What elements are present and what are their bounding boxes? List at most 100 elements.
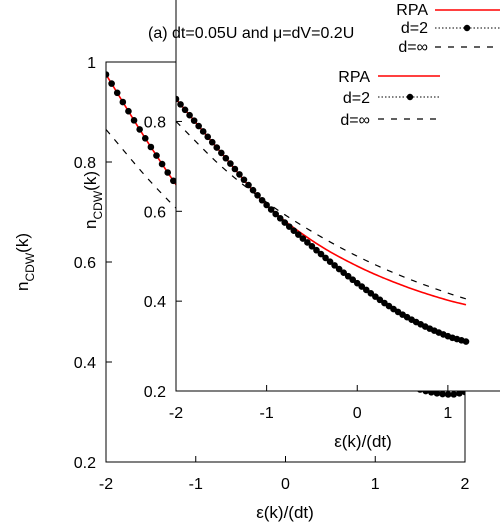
outer-d2-data-point <box>125 107 132 115</box>
inset-d2-data-point <box>186 111 193 119</box>
inset-d2-data-point <box>254 192 261 199</box>
outer-x-tick-label: -1 <box>189 476 203 493</box>
outer-y-tick-label: 0.6 <box>74 255 96 272</box>
inset-d2-data-point <box>240 176 248 184</box>
inset-x-tick-label: -2 <box>169 405 183 422</box>
inset-d2-data-point <box>317 250 325 258</box>
inset-series-layer <box>176 95 470 345</box>
outer-d2-data-point <box>450 391 458 398</box>
outer-x-tick-label: 0 <box>281 476 290 493</box>
inset-d2-data-point <box>249 186 257 194</box>
inset-d2-data-point <box>295 231 302 238</box>
outer-d2-data-point <box>439 390 446 398</box>
outer-legend-label-dinf: d=∞ <box>398 39 428 56</box>
inset-panel: -2 -1 0 1 0.2 0.4 0.6 0.8 ε(k)/(dt) nCDW(k) <box>81 0 500 451</box>
inset-d2-data-point <box>258 196 266 204</box>
inset-d2-data-point <box>344 272 352 280</box>
outer-chart-title: (a) dt=0.05U and μ=dV=0.2U <box>148 25 354 42</box>
inset-y-tick-label: 0.6 <box>144 204 166 221</box>
inset-d2-data-point <box>304 239 311 246</box>
inset-tick-layer: -2 -1 0 1 0.2 0.4 0.6 0.8 <box>144 114 453 422</box>
inset-d2-data-point <box>231 165 239 173</box>
inset-legend-marker-d2 <box>406 93 414 101</box>
outer-y-tick-label: 1 <box>87 55 96 72</box>
outer-y-tick-label: 0.4 <box>74 355 96 372</box>
inset-d2-data-point <box>349 276 357 284</box>
inset-d2-data-point <box>290 227 298 234</box>
inset-d2-data-point <box>308 243 316 250</box>
outer-d2-data-point <box>170 177 177 185</box>
inset-d2-data-point <box>331 262 338 269</box>
outer-d2-data-point <box>158 160 166 168</box>
inset-d2-data-point <box>227 160 234 167</box>
inset-d2-data-point <box>245 181 252 189</box>
inset-y-tick-label: 0.4 <box>144 294 166 311</box>
inset-d2-data-point <box>204 133 212 141</box>
inset-d2-data-point <box>218 149 225 157</box>
outer-d2-data-point <box>136 126 143 133</box>
outer-d2-data-point <box>141 135 149 142</box>
inset-d2-data-point <box>267 206 275 213</box>
inset-d2-data-point <box>326 258 334 265</box>
inset-legend-label-rpa: RPA <box>338 69 370 86</box>
outer-d2-data-point <box>130 117 138 124</box>
inset-d2-data-point <box>208 138 216 146</box>
outer-tick-layer: -2 -1 0 1 2 0.2 0.4 0.6 0.8 1 <box>74 55 470 493</box>
inset-d2-data-point <box>367 290 375 297</box>
inset-d2-data-point <box>263 201 270 209</box>
outer-x-tick-label: -2 <box>99 476 113 493</box>
inset-y-axis-label: nCDW(k) <box>81 171 105 229</box>
outer-d2-data-point <box>444 391 452 398</box>
outer-x-axis-label: ε(k)/(dt) <box>256 503 314 522</box>
inset-d2-data-point <box>335 265 343 273</box>
inset-d2-data-point <box>222 154 230 162</box>
inset-legend-label-d2: d=2 <box>343 90 370 107</box>
inset-d2-data-point <box>181 106 189 114</box>
outer-legend-marker-d2 <box>463 24 471 32</box>
outer-d2-data-point <box>153 152 160 159</box>
inset-x-tick-label: 0 <box>353 405 362 422</box>
outer-legend-label-d2: d=2 <box>401 20 428 37</box>
outer-x-tick-label: 2 <box>461 476 470 493</box>
inset-x-axis-label: ε(k)/(dt) <box>334 432 392 451</box>
inset-d2-data-point <box>176 95 180 103</box>
inset-series-line-dinf <box>176 121 467 300</box>
outer-d2-data-point <box>106 71 110 78</box>
outer-d2-data-point <box>164 169 171 176</box>
outer-d2-data-point <box>456 389 463 397</box>
inset-d2-data-point <box>340 269 347 276</box>
inset-legend: RPA d=2 d=∞ <box>338 69 440 129</box>
outer-d2-data-point <box>147 143 155 151</box>
inset-background <box>176 0 500 391</box>
outer-y-axis-label: nCDW(k) <box>13 233 37 291</box>
outer-x-tick-label: 1 <box>371 476 380 493</box>
inset-d2-data-point <box>177 101 184 108</box>
inset-d2-data-point <box>363 286 370 294</box>
inset-d2-data-point <box>213 144 221 151</box>
inset-d2-data-point <box>353 279 361 287</box>
inset-x-tick-label: -1 <box>260 405 274 422</box>
outer-d2-data-point <box>119 98 127 106</box>
inset-y-tick-label: 0.2 <box>144 384 166 401</box>
inset-d2-data-point <box>190 117 198 124</box>
inset-d2-data-point <box>322 254 329 262</box>
inset-d2-data-point <box>313 246 320 254</box>
inset-d2-data-point <box>281 219 289 226</box>
inset-d2-data-point <box>236 171 243 178</box>
inset-legend-label-dinf: d=∞ <box>340 112 370 129</box>
inset-d2-data-point <box>285 223 293 230</box>
inset-d2-data-point <box>358 283 366 290</box>
outer-d2-data-point <box>113 89 121 97</box>
inset-x-tick-label: 1 <box>443 405 452 422</box>
inset-d2-data-point <box>199 128 207 135</box>
outer-d2-data-point <box>108 80 115 87</box>
inset-d2-data-point <box>272 210 279 218</box>
outer-legend: RPA d=2 d=∞ <box>396 2 500 56</box>
outer-legend-label-rpa: RPA <box>396 2 428 19</box>
inset-d2-data-point <box>276 215 284 222</box>
inset-d2-data-point <box>462 338 470 345</box>
outer-y-tick-label: 0.8 <box>74 155 96 172</box>
outer-d2-data-point <box>433 390 441 397</box>
inset-d2-data-point <box>299 235 307 242</box>
